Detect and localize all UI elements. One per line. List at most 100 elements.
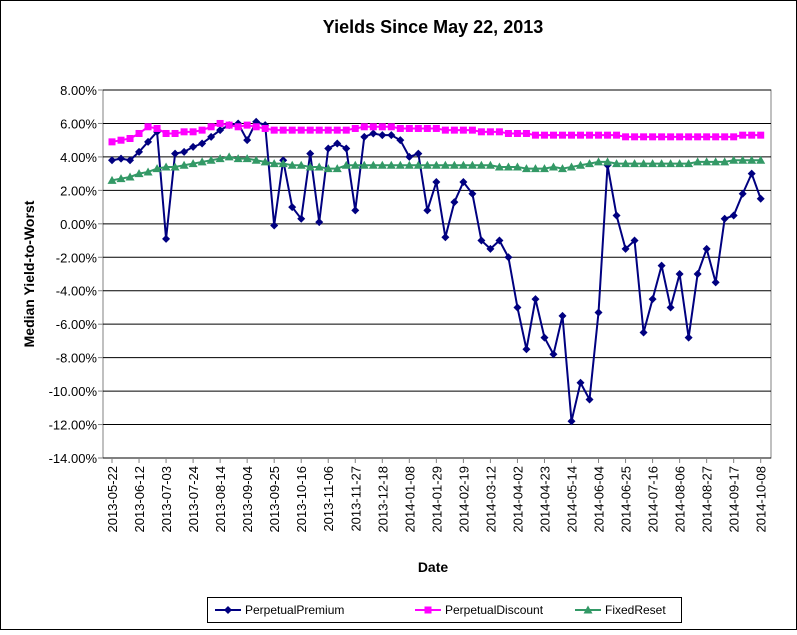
point <box>315 126 323 134</box>
x-tick-label: 2014-08-27 <box>700 466 715 533</box>
point <box>332 164 342 173</box>
point <box>738 189 747 198</box>
y-tick-label: -14.00% <box>49 451 98 466</box>
point <box>693 157 703 166</box>
point <box>396 136 405 145</box>
point <box>369 129 378 138</box>
point <box>739 131 747 139</box>
point <box>252 123 260 131</box>
point <box>729 211 738 220</box>
point <box>747 155 757 164</box>
point <box>711 278 720 287</box>
point <box>206 155 216 164</box>
point <box>359 160 369 169</box>
point <box>324 144 333 153</box>
point <box>594 308 603 317</box>
point <box>107 175 117 184</box>
point <box>360 123 368 131</box>
point <box>485 160 495 169</box>
point <box>170 162 180 171</box>
point <box>386 160 396 169</box>
point <box>486 128 494 136</box>
point <box>387 123 395 131</box>
point <box>180 128 188 136</box>
point <box>441 233 450 242</box>
point <box>198 139 207 148</box>
point <box>712 133 720 141</box>
x-tick-label: 2013-10-16 <box>294 466 309 533</box>
point <box>189 142 198 151</box>
point <box>378 131 387 140</box>
x-axis-label: Date <box>418 559 449 575</box>
point <box>215 154 225 163</box>
point <box>459 126 467 134</box>
point <box>297 126 305 134</box>
point <box>324 126 332 134</box>
point <box>179 160 189 169</box>
point <box>666 159 676 168</box>
y-tick-label: -10.00% <box>49 384 98 399</box>
point <box>567 162 577 171</box>
point <box>648 295 657 304</box>
x-tick-label: 2014-07-16 <box>646 466 661 533</box>
point <box>649 133 657 141</box>
point <box>287 160 297 169</box>
point <box>270 221 279 230</box>
point <box>495 236 504 245</box>
point <box>684 159 694 168</box>
point <box>468 126 476 134</box>
point <box>676 133 684 141</box>
point <box>521 164 531 173</box>
point <box>117 154 126 163</box>
point <box>612 159 622 168</box>
point <box>432 124 440 132</box>
point <box>522 129 530 137</box>
point <box>557 164 567 173</box>
point <box>369 123 377 131</box>
point <box>494 162 504 171</box>
point <box>748 131 756 139</box>
point <box>595 131 603 139</box>
point <box>405 152 414 161</box>
point <box>432 178 441 186</box>
point <box>730 133 738 141</box>
legend-box <box>207 597 682 623</box>
y-tick-label: 4.00% <box>60 150 97 165</box>
point <box>261 124 269 132</box>
point <box>306 149 315 158</box>
point <box>342 126 350 134</box>
point <box>531 295 540 304</box>
point <box>117 136 125 144</box>
point <box>720 157 730 166</box>
point <box>675 270 684 278</box>
point <box>126 135 134 143</box>
point <box>260 157 270 166</box>
y-axis-label: Median Yield-to-Worst <box>21 200 37 347</box>
point <box>126 156 135 165</box>
point <box>144 137 153 146</box>
point <box>440 160 450 169</box>
point <box>269 159 279 168</box>
point <box>512 162 522 171</box>
x-tick-label: 2014-06-25 <box>619 466 634 533</box>
point <box>279 126 287 134</box>
point <box>576 160 586 169</box>
point <box>449 160 459 169</box>
point <box>657 261 666 270</box>
point <box>684 333 693 342</box>
point <box>414 149 423 158</box>
point <box>315 218 324 227</box>
y-tick-label: 0.00% <box>60 217 97 232</box>
y-tick-label: -2.00% <box>56 250 98 265</box>
point <box>207 123 215 131</box>
point <box>423 124 431 132</box>
point <box>450 126 458 134</box>
point <box>630 236 639 245</box>
x-tick-label: 2014-02-19 <box>456 466 471 533</box>
point <box>729 155 739 164</box>
point <box>612 211 621 220</box>
x-tick-label: 2013-11-06 <box>321 466 336 532</box>
point <box>368 160 378 169</box>
point <box>468 189 477 198</box>
point <box>621 159 631 168</box>
